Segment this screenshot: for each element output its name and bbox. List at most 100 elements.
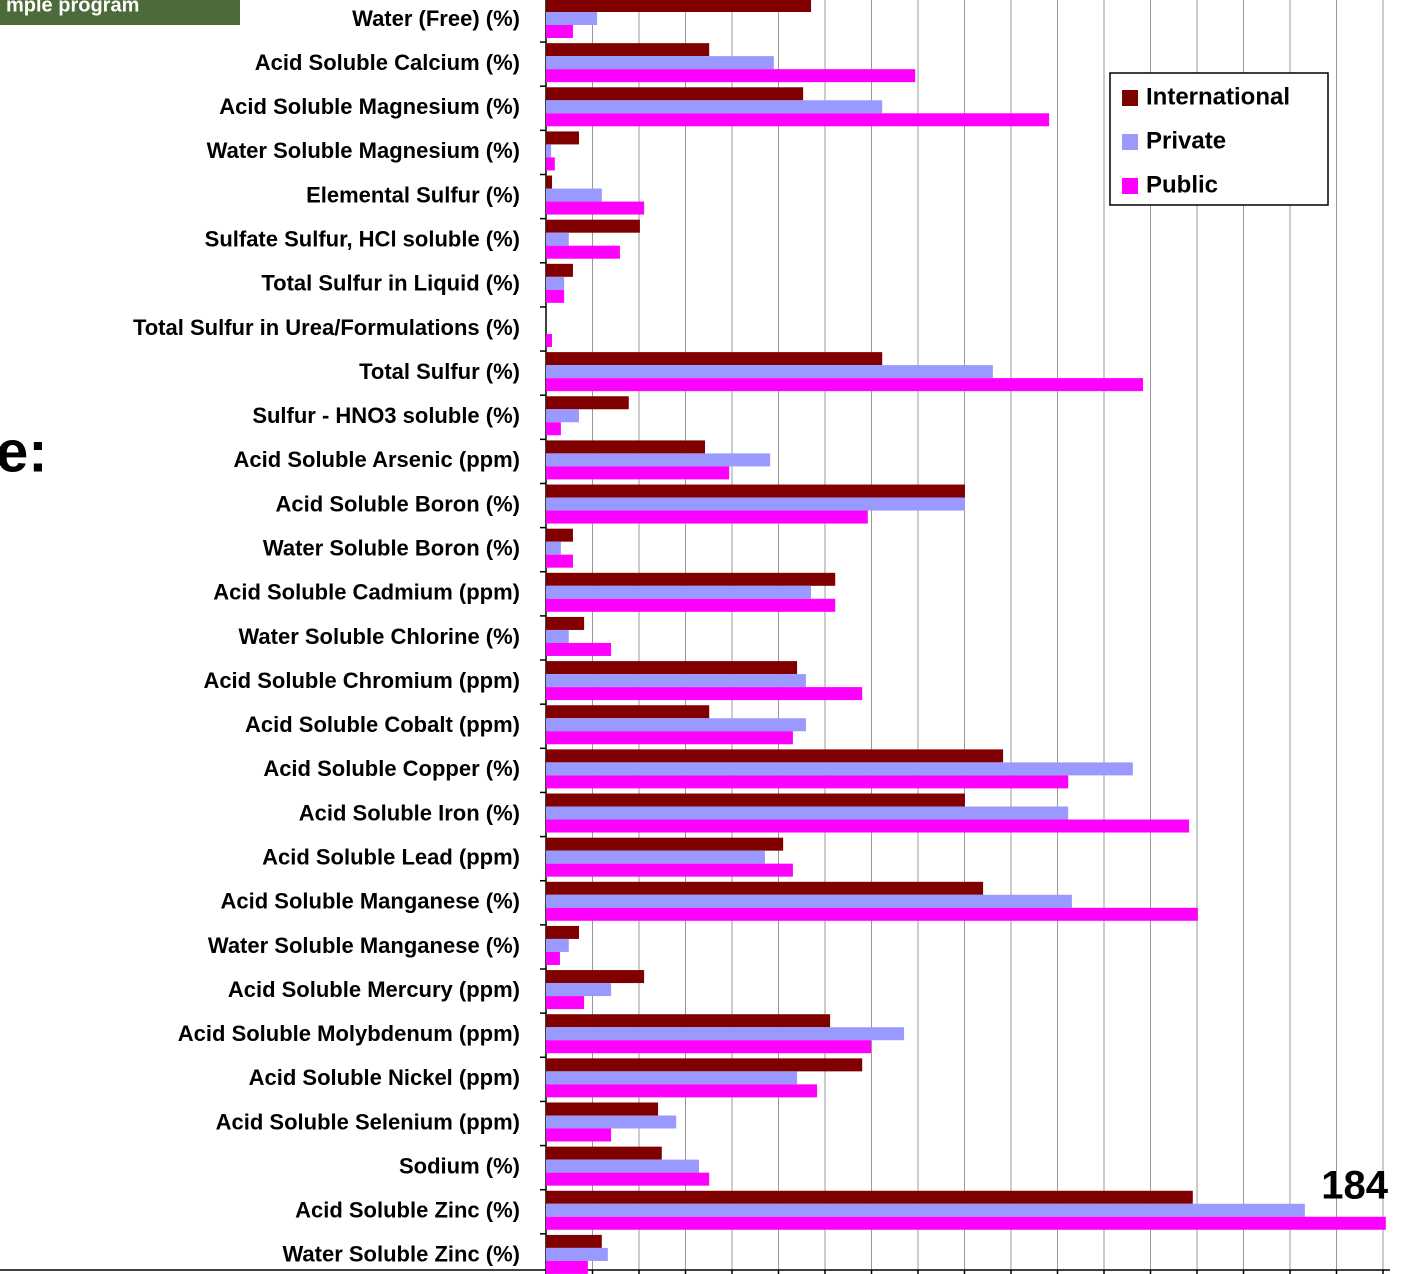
category-label: Total Sulfur in Liquid (%): [261, 271, 520, 296]
bar: [546, 1128, 612, 1142]
bar: [546, 1247, 608, 1261]
bar: [546, 572, 836, 586]
category-label: Acid Soluble Copper (%): [263, 756, 520, 781]
category-label: Acid Soluble Arsenic (ppm): [234, 447, 520, 472]
bar: [546, 378, 1144, 392]
bar: [546, 850, 766, 864]
bar: [546, 245, 620, 259]
bar: [546, 276, 565, 290]
bar: [546, 528, 573, 542]
bar: [546, 497, 965, 511]
bar: [546, 157, 555, 171]
legend-label: International: [1146, 83, 1290, 110]
page-number: 184: [1321, 1164, 1388, 1208]
bar: [546, 25, 573, 38]
legend-swatch: [1122, 134, 1138, 150]
image-caption: mple program: [6, 0, 139, 16]
category-label: Total Sulfur (%): [359, 359, 520, 384]
bar: [546, 819, 1190, 833]
bar: [546, 1084, 818, 1098]
bar: [546, 1159, 699, 1173]
bar: [546, 1040, 872, 1054]
category-label: Acid Soluble Manganese (%): [221, 889, 521, 914]
category-label: Acid Soluble Molybdenum (ppm): [178, 1021, 520, 1046]
category-label: Elemental Sulfur (%): [306, 182, 520, 207]
category-label: Acid Soluble Mercury (ppm): [228, 977, 520, 1002]
legend-box: [1109, 72, 1329, 206]
bar: [546, 541, 561, 555]
bar: [546, 87, 804, 101]
category-label: Sulfate Sulfur, HCl soluble (%): [205, 227, 520, 252]
bar: [546, 43, 710, 57]
category-label: Sulfur - HNO3 soluble (%): [252, 403, 520, 428]
bar: [546, 598, 836, 612]
bar: [546, 365, 993, 379]
bar: [546, 1203, 1305, 1217]
bar: [546, 1027, 905, 1041]
bar: [546, 466, 730, 480]
bar: [546, 983, 612, 997]
bar: [546, 642, 612, 656]
bar: [546, 951, 560, 965]
bar: [546, 1260, 588, 1274]
bar: [546, 1146, 662, 1160]
bar: [546, 352, 883, 366]
bar: [546, 100, 883, 114]
bar: [546, 925, 580, 939]
bar: [546, 56, 774, 70]
category-label: Acid Soluble Zinc (%): [295, 1198, 520, 1223]
category-label: Acid Soluble Cobalt (ppm): [245, 712, 520, 737]
bar: [546, 188, 602, 202]
bar: [546, 409, 580, 423]
bar: [546, 907, 1198, 921]
legend-swatch: [1122, 90, 1138, 106]
legend-label: Private: [1146, 127, 1226, 154]
bar: [546, 175, 553, 189]
category-label: Total Sulfur in Urea/Formulations (%): [133, 315, 520, 340]
bar: [546, 1172, 710, 1186]
bar: [546, 333, 553, 347]
bar: [546, 718, 806, 732]
bar: [546, 510, 868, 524]
category-label: Acid Soluble Lead (ppm): [262, 844, 520, 869]
bar: [546, 289, 565, 303]
category-label: Water Soluble Boron (%): [263, 535, 520, 560]
bar: [546, 629, 569, 643]
bar: [546, 705, 710, 719]
bar: [546, 793, 965, 807]
bar: [546, 1102, 659, 1116]
category-label: Water Soluble Magnesium (%): [207, 138, 520, 163]
bar: [546, 661, 798, 675]
bar: [546, 1115, 677, 1129]
bar: [546, 687, 863, 701]
bar: [546, 1216, 1386, 1230]
category-label: Sodium (%): [399, 1153, 520, 1178]
bar: [546, 201, 645, 215]
category-label: Acid Soluble Cadmium (ppm): [213, 580, 520, 605]
slide-image: [0, 0, 240, 25]
bar: [546, 1014, 831, 1028]
bar: [546, 863, 793, 877]
category-label: Acid Soluble Boron (%): [276, 491, 520, 516]
bar: [546, 881, 984, 895]
bar: [546, 775, 1069, 789]
bar: [546, 585, 812, 599]
category-label: Water Soluble Chlorine (%): [238, 624, 520, 649]
bar: [546, 453, 771, 467]
bar: [546, 263, 573, 277]
bar: [546, 1190, 1193, 1204]
category-label: Acid Soluble Nickel (ppm): [249, 1065, 520, 1090]
category-label: Water Soluble Manganese (%): [208, 933, 520, 958]
bar: [546, 440, 706, 454]
bar: [546, 806, 1069, 820]
bar: [546, 554, 573, 568]
legend-label: Public: [1146, 171, 1218, 198]
bar: [546, 731, 793, 745]
bar: [546, 144, 552, 158]
category-label: Acid Soluble Iron (%): [299, 800, 520, 825]
bar: [546, 894, 1072, 908]
bar: [546, 131, 580, 145]
bar: [546, 837, 784, 851]
